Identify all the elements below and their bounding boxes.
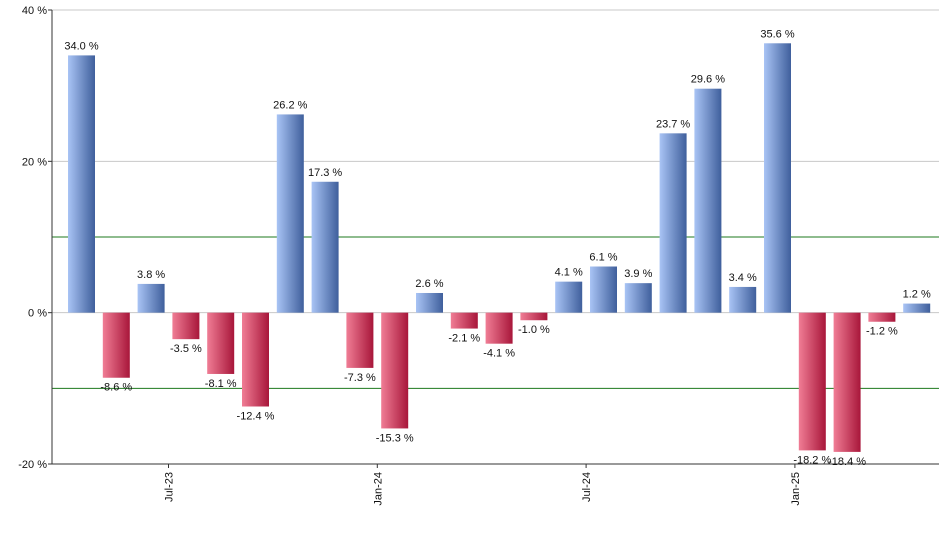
bar <box>694 88 722 313</box>
bar <box>659 133 687 313</box>
y-tick-label: 0 % <box>28 308 47 320</box>
data-label: 1.2 % <box>903 289 931 301</box>
data-label: -7.3 % <box>344 372 376 384</box>
data-label: 3.9 % <box>624 268 652 280</box>
y-tick-label: 40 % <box>22 5 47 17</box>
reference-lines <box>52 236 939 389</box>
bar <box>207 312 235 374</box>
data-label: 34.0 % <box>64 40 98 52</box>
data-label: -12.4 % <box>237 410 275 422</box>
bar <box>833 312 861 452</box>
data-label: 2.6 % <box>415 278 443 290</box>
data-label: -1.0 % <box>518 324 550 336</box>
data-label: -18.2 % <box>793 454 831 466</box>
bar <box>555 281 583 313</box>
bar <box>590 266 617 313</box>
data-labels: 34.0 % -8.6 % 3.8 % -3.5 % -8.1 % -12.4 % 26.2… <box>64 28 931 468</box>
data-label: 3.8 % <box>137 269 165 281</box>
bar <box>729 286 757 313</box>
data-label: -8.1 % <box>205 378 237 390</box>
bar <box>137 283 165 313</box>
data-label: 6.1 % <box>589 252 617 264</box>
bar <box>520 312 548 321</box>
data-label: -8.6 % <box>100 382 132 394</box>
data-label: 29.6 % <box>691 74 725 86</box>
data-label: 35.6 % <box>760 28 794 40</box>
bar <box>764 43 791 313</box>
bar <box>868 312 896 322</box>
data-label: 26.2 % <box>273 99 307 111</box>
bar <box>276 114 304 313</box>
bar <box>381 312 409 429</box>
data-label: 3.4 % <box>729 272 757 284</box>
data-label: -3.5 % <box>170 343 202 355</box>
bar <box>624 283 652 313</box>
bar <box>242 312 269 407</box>
data-label: 4.1 % <box>555 267 583 279</box>
x-tick-label: Jul-23 <box>164 472 176 502</box>
axes: 40 % 20 % 0 % -20 % Jul-23 Jan-24 Jul-24 Jan-25 <box>18 5 939 506</box>
x-tick-label: Jul-24 <box>581 472 593 502</box>
x-tick-label: Jan-25 <box>790 472 802 506</box>
data-label: -15.3 % <box>376 432 414 444</box>
bar <box>172 312 200 340</box>
data-label: 23.7 % <box>656 118 690 130</box>
data-label: -1.2 % <box>866 326 898 338</box>
bar <box>311 181 339 313</box>
data-label: -2.1 % <box>448 333 480 345</box>
bar <box>485 312 513 344</box>
y-tick-label: 20 % <box>22 156 47 168</box>
bars <box>68 43 931 452</box>
bar <box>346 312 374 368</box>
bar <box>416 292 443 313</box>
y-tick-label: -20 % <box>18 459 47 471</box>
data-label: -4.1 % <box>483 348 515 360</box>
data-label: 17.3 % <box>308 167 342 179</box>
bar <box>68 55 95 313</box>
bar <box>903 303 931 313</box>
data-label: -18.4 % <box>828 456 866 468</box>
bar <box>102 312 130 378</box>
bar <box>450 312 478 329</box>
bar <box>798 312 826 451</box>
x-tick-label: Jan-24 <box>372 472 384 506</box>
